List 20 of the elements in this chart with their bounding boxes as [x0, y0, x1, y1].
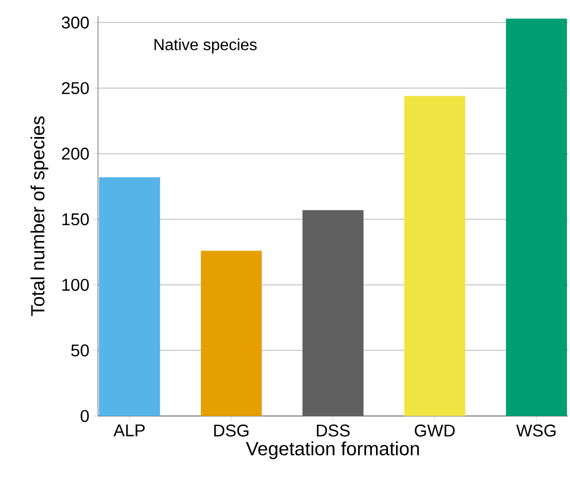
y-tick-label: 300	[62, 16, 89, 29]
bar	[99, 177, 160, 416]
text: Native species	[154, 38, 257, 54]
x-tick-label: ALP	[114, 424, 145, 436]
bar	[404, 96, 466, 416]
x-axis-title: Vegetation formation	[246, 441, 419, 460]
x-tick-label: DSG	[214, 424, 248, 437]
y-tick-label: 0	[80, 410, 89, 422]
y-tick-label: 50	[71, 344, 89, 356]
y-tick-label: 150	[62, 213, 89, 226]
x-tick-label: GWD	[414, 424, 455, 437]
x-tick-label: WSG	[516, 424, 556, 437]
bar	[302, 210, 364, 416]
bar	[506, 18, 567, 416]
y-tick-label: 250	[62, 82, 89, 94]
y-tick-label: 100	[62, 278, 89, 291]
bar	[200, 250, 262, 416]
x-tick-label: DSS	[316, 424, 350, 437]
y-axis-title: Total number of species	[30, 116, 48, 316]
y-tick-label: 200	[62, 148, 89, 160]
